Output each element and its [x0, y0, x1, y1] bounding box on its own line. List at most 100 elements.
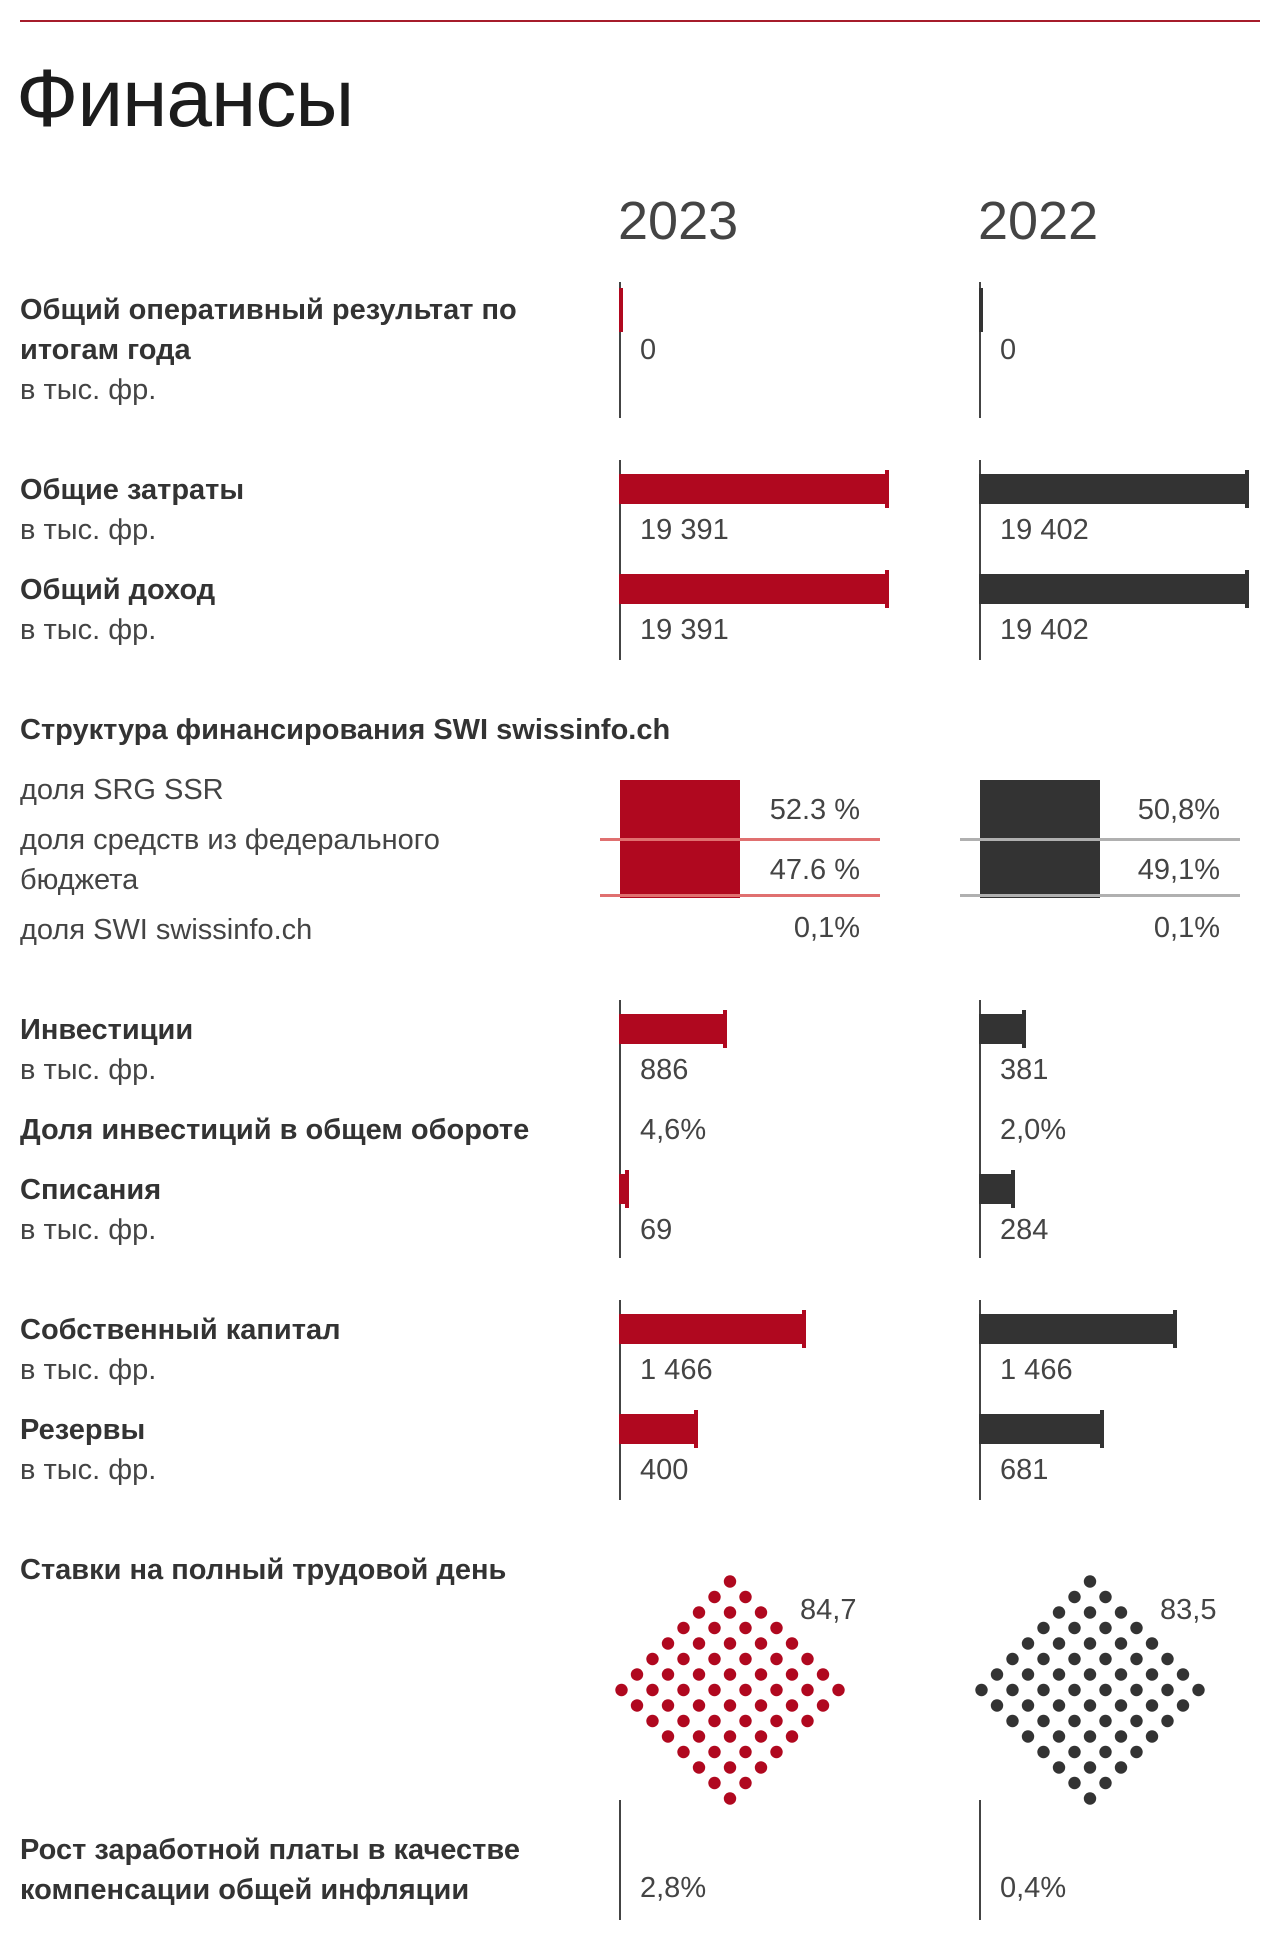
value-2023-investments: 886 [640, 1054, 689, 1086]
fte-dot [1037, 1652, 1050, 1666]
value-2022-operating: 0 [1000, 334, 1017, 366]
fte-dot [677, 1714, 690, 1728]
fte-dot [754, 1761, 768, 1774]
year-2023-header: 2023 [618, 191, 739, 251]
fte-dot [677, 1652, 690, 1666]
value-2022-reserves: 681 [1000, 1454, 1049, 1486]
writeoffs-unit: в тыс. фр. [20, 1214, 157, 1246]
investments-unit: в тыс. фр. [20, 1054, 157, 1086]
value-2022-income: 19 402 [1000, 614, 1089, 646]
fte-dot [1099, 1714, 1112, 1728]
value-2022-fte: 83,5 [1160, 1594, 1217, 1626]
fte-dot [1099, 1683, 1112, 1697]
fte-dot [1099, 1776, 1112, 1790]
fte-dot [754, 1606, 768, 1619]
cap-2023-investments [723, 1010, 727, 1048]
fte-dot-diamond-2023 [615, 1575, 845, 1805]
fte-dot [708, 1745, 721, 1759]
page-title: Финансы [16, 53, 354, 144]
fte-dot [785, 1637, 799, 1650]
fte-dot [1145, 1637, 1159, 1650]
writeoffs-label: Списания [20, 1174, 162, 1206]
costs-label: Общие затраты [20, 474, 245, 506]
funding-2022-federal: 49,1% [1137, 854, 1220, 886]
fte-dot [708, 1714, 721, 1728]
cap-2022-writeoffs [1011, 1170, 1015, 1208]
cap-2022-equity [1173, 1310, 1177, 1348]
fte-dot [801, 1683, 814, 1697]
fte-dot [1145, 1699, 1159, 1712]
fte-dot [1161, 1652, 1174, 1666]
cap-2022-costs [1245, 470, 1249, 508]
value-2022-investments: 381 [1000, 1054, 1049, 1086]
income-unit: в тыс. фр. [20, 614, 157, 646]
fte-dot [1114, 1761, 1128, 1774]
cap-2022-investments [1022, 1010, 1026, 1048]
fte-dot [754, 1668, 768, 1681]
fte-dot [1052, 1730, 1066, 1743]
fte-dot [1021, 1699, 1035, 1712]
fte-dot [1114, 1668, 1128, 1681]
funding-2023-swi: 0,1% [793, 912, 860, 944]
fte-dot [1083, 1606, 1097, 1619]
fte-dot [1130, 1745, 1143, 1759]
fte-dot [975, 1683, 988, 1697]
fte-dot [739, 1776, 752, 1790]
cap-2023-writeoffs [625, 1170, 629, 1208]
cap-2022-income [1245, 570, 1249, 608]
fte-dot [1176, 1699, 1190, 1712]
fte-dot [1083, 1668, 1097, 1681]
cap-2023-equity [802, 1310, 806, 1348]
fte-dot [1161, 1714, 1174, 1728]
fte-dot [1145, 1730, 1159, 1743]
fte-dot [677, 1745, 690, 1759]
fte-dot [1052, 1761, 1066, 1774]
bar-2023-costs [619, 474, 887, 504]
fte-dot [1021, 1668, 1035, 1681]
value-2023-wage: 2,8% [640, 1872, 707, 1904]
fte-dot [723, 1575, 737, 1588]
bar-2022-writeoffs [979, 1174, 1013, 1204]
fte-dot [661, 1637, 675, 1650]
fte-dot [1145, 1668, 1159, 1681]
fte-dot [739, 1745, 752, 1759]
funding-divider-2023-2 [600, 894, 880, 897]
funding-divider-2022-1 [960, 838, 1240, 841]
axis-2022-wage [979, 1800, 981, 1920]
fte-dot [1037, 1621, 1050, 1635]
funding-section-title: Структура финансирования SWI swissinfo.c… [20, 714, 671, 746]
fte-dot [1068, 1652, 1081, 1666]
bar-2023-reserves [619, 1414, 696, 1444]
fte-dot [1068, 1714, 1081, 1728]
fte-dot [754, 1637, 768, 1650]
cap-2023-costs [885, 470, 889, 508]
fte-dot [801, 1714, 814, 1728]
value-2022-invest-share: 2,0% [1000, 1114, 1067, 1146]
fte-dot [754, 1699, 768, 1712]
operating-result-label: Общий оперативный результат по итогам го… [20, 294, 517, 366]
axis-2023-equity [619, 1300, 621, 1500]
fte-dot [1114, 1606, 1128, 1619]
axis-2022-equity [979, 1300, 981, 1500]
fte-dot [708, 1621, 721, 1635]
value-2022-writeoffs: 284 [1000, 1214, 1049, 1246]
fte-dot [990, 1699, 1004, 1712]
investments-label: Инвестиции [20, 1014, 194, 1046]
bar-2023-investments [619, 1014, 725, 1044]
fte-dot [661, 1730, 675, 1743]
fte-dot [708, 1590, 721, 1604]
fte-dot [1006, 1683, 1019, 1697]
funding-2023-federal: 47.6 % [769, 854, 860, 886]
cap-2023-income [885, 570, 889, 608]
invest-share-label: Доля инвестиций в общем обороте [20, 1114, 530, 1146]
fte-dot [785, 1668, 799, 1681]
fte-dot [1083, 1792, 1097, 1805]
fte-dot [739, 1652, 752, 1666]
fte-dot [1052, 1606, 1066, 1619]
fte-dot [1068, 1621, 1081, 1635]
fte-dot [1052, 1668, 1066, 1681]
fte-dot [1099, 1590, 1112, 1604]
fte-dot [1083, 1730, 1097, 1743]
fte-dot [1099, 1745, 1112, 1759]
fte-dot [739, 1590, 752, 1604]
